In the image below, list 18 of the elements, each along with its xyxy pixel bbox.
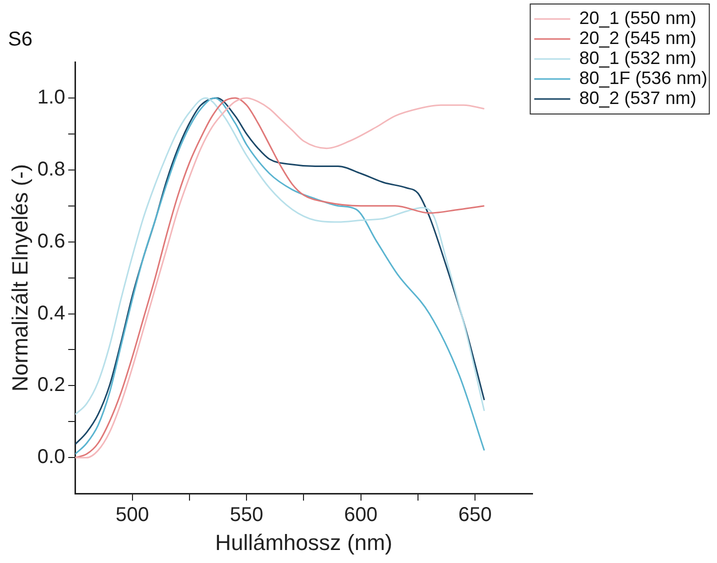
chart-title: S6 bbox=[8, 28, 32, 51]
x-axis-title: Hullámhossz (nm) bbox=[215, 530, 392, 555]
x-tick-label: 550 bbox=[230, 504, 264, 526]
legend-label: 20_1 (550 nm) bbox=[579, 8, 696, 28]
x-tick-label: 500 bbox=[116, 504, 150, 526]
y-axis-title: Normalizált Elnyelés (-) bbox=[7, 164, 32, 392]
x-tick-label: 650 bbox=[458, 504, 492, 526]
y-tick-label: 1.0 bbox=[37, 86, 66, 108]
legend-label: 80_2 (537 nm) bbox=[579, 88, 696, 108]
legend-label: 20_2 (545 nm) bbox=[579, 28, 696, 48]
y-tick-label: 0.8 bbox=[37, 158, 66, 180]
y-tick-label: 0.2 bbox=[37, 374, 66, 396]
legend-label: 80_1F (536 nm) bbox=[579, 68, 708, 88]
y-tick-label: 0.6 bbox=[37, 230, 66, 252]
y-tick-label: 0.0 bbox=[37, 446, 66, 468]
x-tick-label: 600 bbox=[344, 504, 378, 526]
y-tick-label: 0.4 bbox=[37, 302, 66, 324]
legend-label: 80_1 (532 nm) bbox=[579, 48, 696, 68]
